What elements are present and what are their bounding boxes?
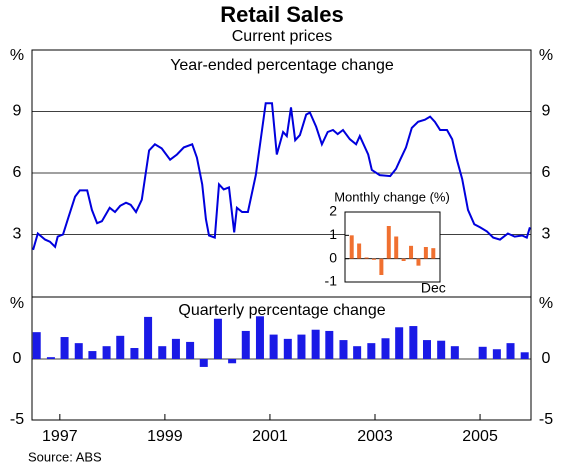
bar — [213, 318, 222, 359]
chart-subtitle: Current prices — [232, 28, 332, 45]
bar — [353, 346, 362, 359]
bar — [102, 346, 111, 359]
bar — [228, 359, 237, 364]
inset-bar — [431, 248, 436, 259]
y-tick-label: -5 — [10, 411, 24, 428]
inset-bar — [423, 247, 428, 259]
bar — [241, 330, 250, 359]
bar — [311, 329, 320, 359]
inset-bar — [357, 243, 362, 259]
panel-title: Quarterly percentage change — [178, 302, 385, 319]
bar — [60, 337, 69, 359]
inset-y-tick-label: 2 — [329, 203, 337, 219]
bar — [325, 330, 334, 359]
y2-tick-label: 3 — [542, 226, 551, 243]
inset-x-label: Dec — [421, 280, 446, 296]
bar — [158, 346, 167, 359]
inset-bar — [379, 258, 384, 275]
inset-bar — [386, 226, 391, 259]
x-tick-label: 2005 — [462, 428, 498, 445]
bar — [186, 341, 195, 359]
y-tick-label: 0 — [13, 350, 22, 367]
bar — [297, 334, 306, 359]
x-tick-label: 2003 — [357, 428, 393, 445]
x-tick-label: 2001 — [252, 428, 288, 445]
inset-bar — [349, 235, 354, 259]
bar — [367, 343, 376, 359]
inset-bar — [409, 245, 414, 259]
bar — [269, 334, 278, 359]
bar — [381, 338, 390, 359]
y-tick-label: % — [10, 47, 24, 64]
bar — [422, 340, 431, 359]
inset-y-tick-label: -1 — [325, 273, 338, 289]
bar — [199, 359, 208, 367]
bar — [339, 340, 348, 359]
y2-tick-label: % — [539, 295, 553, 312]
inset-bar — [364, 257, 369, 259]
bar — [409, 326, 418, 359]
inset-y-tick-label: 0 — [329, 249, 337, 265]
bar — [395, 327, 404, 359]
bar — [478, 346, 487, 359]
chart-title: Retail Sales — [220, 2, 344, 27]
bar — [450, 346, 459, 359]
y2-tick-label: 9 — [542, 103, 551, 120]
line-series — [32, 102, 531, 251]
bar — [520, 352, 529, 359]
bar — [171, 338, 180, 359]
bar — [492, 349, 501, 359]
inset-title: Monthly change (%) — [334, 189, 450, 204]
bar — [144, 316, 153, 359]
bar — [116, 335, 125, 359]
inset-bar — [394, 236, 399, 259]
y2-tick-label: 0 — [542, 350, 551, 367]
bar — [74, 343, 83, 359]
y2-tick-label: -5 — [539, 411, 553, 428]
inset-bar — [371, 258, 376, 260]
x-tick-label: 1999 — [147, 428, 183, 445]
inset-bar — [416, 258, 421, 266]
bar — [32, 332, 41, 359]
y-tick-label: % — [10, 295, 24, 312]
bar — [283, 338, 292, 359]
source: Source: ABS — [28, 449, 102, 464]
bar — [46, 357, 55, 359]
bar — [437, 340, 446, 359]
frame — [31, 49, 532, 421]
bar — [88, 351, 97, 359]
inset-bar — [401, 258, 406, 261]
y2-tick-label: 6 — [542, 164, 551, 181]
bar — [255, 316, 264, 359]
inset-y-tick-label: 1 — [329, 226, 337, 242]
y2-tick-label: % — [539, 47, 553, 64]
x-tick-label: 1997 — [42, 428, 78, 445]
bar — [506, 343, 515, 359]
y-tick-label: 6 — [13, 164, 22, 181]
y-tick-label: 3 — [13, 226, 22, 243]
bar — [130, 348, 139, 359]
panel-title: Year-ended percentage change — [170, 57, 394, 74]
y-tick-label: 9 — [13, 103, 22, 120]
